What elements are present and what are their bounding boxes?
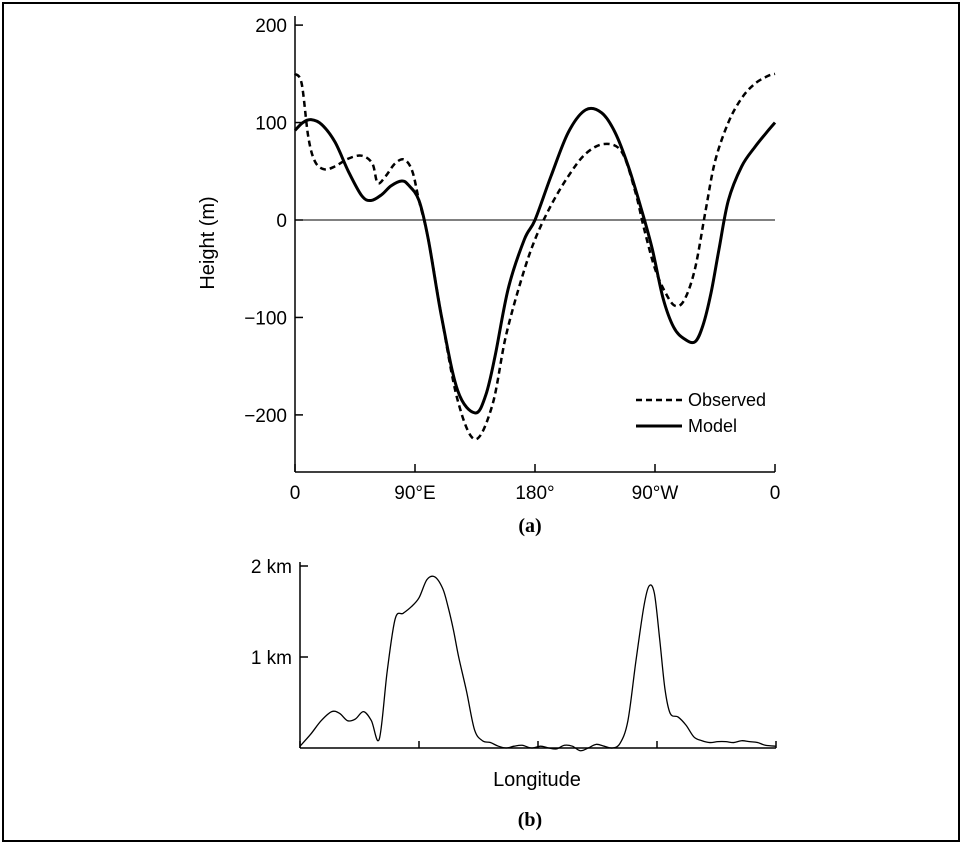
panel-a-y-tick-label: −200 (244, 406, 287, 427)
panel-a-x-ticks: 0 90°E 180° 90°W 0 (290, 464, 781, 504)
panel-b-x-ticks (299, 741, 777, 748)
topography-line (299, 575, 777, 752)
panel-a-label: (a) (518, 515, 541, 537)
panel-b-label: (b) (518, 809, 542, 831)
legend-observed-label: Observed (688, 390, 766, 410)
panel-a-y-tick-label: 200 (255, 16, 287, 37)
panel-b-y-ticks: 2 km 1 km (251, 557, 308, 669)
panel-a: 200 100 0 −100 −200 0 90°E 180° 90°W 0 Height (m… (197, 16, 780, 537)
legend: Observed Model (636, 390, 766, 436)
series-observed-line (293, 72, 776, 441)
panel-b: 2 km 1 km Longitude (b) (251, 557, 777, 831)
panel-a-y-tick-label: 0 (276, 211, 287, 232)
panel-a-series (293, 72, 777, 441)
panel-a-y-axis-label: Height (m) (197, 196, 219, 289)
panel-a-x-tick-label: 0 (290, 483, 301, 504)
series-model-line (293, 106, 777, 415)
panel-b-y-tick-label: 2 km (251, 557, 292, 578)
panel-a-x-tick-label: 90°E (394, 483, 435, 504)
panel-a-y-ticks: 200 100 0 −100 −200 (244, 16, 303, 427)
panel-a-x-tick-label: 180° (515, 483, 554, 504)
panel-b-y-tick-label: 1 km (251, 648, 292, 669)
panel-b-x-axis-label: Longitude (493, 769, 581, 791)
panel-a-y-tick-label: 100 (255, 114, 287, 135)
panel-a-x-tick-label: 90°W (632, 483, 679, 504)
panel-b-series (299, 575, 777, 752)
panel-a-y-tick-label: −100 (244, 308, 287, 329)
legend-model-label: Model (688, 416, 737, 436)
panel-a-x-tick-label: 0 (770, 483, 781, 504)
